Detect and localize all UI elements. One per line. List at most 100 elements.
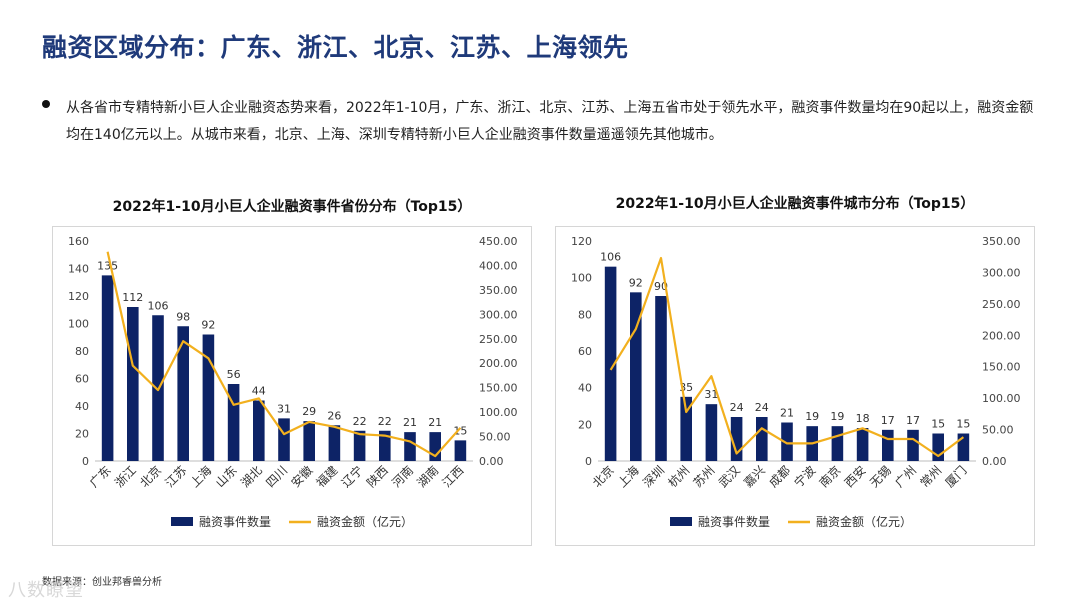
bar-value-label: 21 xyxy=(403,416,417,429)
bar-无锡 xyxy=(882,429,894,461)
x-tick-label-河南: 河南 xyxy=(389,463,417,491)
x-tick-label-广州: 广州 xyxy=(892,463,919,490)
bar-value-label: 17 xyxy=(906,414,920,427)
bullet-dot-icon xyxy=(42,100,50,108)
bar-value-label: 29 xyxy=(302,405,316,418)
bar-浙江 xyxy=(127,307,139,461)
bar-武汉 xyxy=(730,417,743,461)
amount-line xyxy=(609,256,965,458)
y-right-tick-label: 300.00 xyxy=(982,266,1021,279)
bar-value-label: 31 xyxy=(277,402,291,415)
x-tick-label-嘉兴: 嘉兴 xyxy=(741,463,768,490)
bar-西安 xyxy=(856,428,869,461)
x-tick-label-宁波: 宁波 xyxy=(791,463,819,491)
x-tick-label-武汉: 武汉 xyxy=(716,463,743,490)
y-right-tick-label: 300.00 xyxy=(479,308,518,321)
legend-bar-swatch xyxy=(171,517,193,526)
x-tick-label-上海: 上海 xyxy=(614,463,642,491)
y-left-tick-label: 20 xyxy=(75,428,89,441)
y-left-tick-label: 40 xyxy=(578,382,592,395)
province-chart: 0 20 40 60 80 100 120 140 160 0.00 50.00 100.00 150.… xyxy=(68,235,518,529)
x-tick-label-辽宁: 辽宁 xyxy=(338,463,366,491)
bar-苏州 xyxy=(705,404,718,461)
bar-成都 xyxy=(781,422,793,461)
y-right-tick-label: 100.00 xyxy=(479,406,518,419)
x-tick-label-山东: 山东 xyxy=(213,463,240,490)
bar-上海 xyxy=(630,292,642,461)
bar-江苏 xyxy=(177,326,189,461)
x-tick-label-江苏: 江苏 xyxy=(162,463,189,490)
chart-title-city: 2022年1-10月小巨人企业融资事件城市分布（Top15） xyxy=(615,196,975,212)
y-left-tick-label: 60 xyxy=(578,345,592,358)
y-left-tick-label: 80 xyxy=(578,308,592,321)
x-tick-label-北京: 北京 xyxy=(590,463,617,490)
x-tick-label-西安: 西安 xyxy=(841,463,869,491)
data-source-note: 数据来源：创业邦睿兽分析 xyxy=(42,577,162,588)
bar-广州 xyxy=(907,429,919,461)
x-tick-label-厦门: 厦门 xyxy=(942,463,970,491)
y-left-tick-label: 100 xyxy=(68,318,89,331)
bar-value-label: 92 xyxy=(629,276,643,289)
x-tick-label-上海: 上海 xyxy=(187,463,215,491)
y-left-tick-label: 140 xyxy=(68,263,89,276)
x-tick-label-杭州: 杭州 xyxy=(665,463,693,491)
bar-value-label: 15 xyxy=(453,424,467,437)
bar-江西 xyxy=(454,440,467,461)
x-tick-label-陕西: 陕西 xyxy=(363,463,391,491)
y-right-tick-label: 200.00 xyxy=(479,357,518,370)
bar-湖南 xyxy=(429,432,441,461)
bar-value-label: 26 xyxy=(327,409,341,422)
bar-value-label: 112 xyxy=(122,291,143,304)
page-title: 融资区域分布：广东、浙江、北京、江苏、上海领先 xyxy=(42,33,629,62)
y-right-tick-label: 50.00 xyxy=(479,431,511,444)
bar-嘉兴 xyxy=(756,417,768,461)
bar-value-label: 106 xyxy=(600,251,621,264)
bar-南京 xyxy=(831,426,844,461)
chart-panel-city: 0 20 40 60 80 100 120 0.00 50.00 100.00 150.00 200.… xyxy=(555,226,1035,546)
bar-value-label: 24 xyxy=(730,401,744,414)
legend-bar-label: 融资事件数量 xyxy=(199,514,271,529)
bar-山东 xyxy=(227,384,240,461)
y-left-tick-label: 40 xyxy=(75,400,89,413)
y-right-tick-label: 250.00 xyxy=(479,333,518,346)
y-right-tick-label: 450.00 xyxy=(479,235,518,248)
amount-line xyxy=(106,251,462,458)
legend-line-label: 融资金额（亿元） xyxy=(816,514,912,529)
bar-value-label: 44 xyxy=(252,385,266,398)
chart-panel-province: 0 20 40 60 80 100 120 140 160 0.00 50.00 100.00 150.… xyxy=(52,226,532,546)
x-tick-label-安徽: 安徽 xyxy=(288,463,316,491)
bar-安徽 xyxy=(303,421,315,461)
x-tick-label-广东: 广东 xyxy=(87,463,114,490)
y-right-tick-label: 50.00 xyxy=(982,424,1014,437)
y-left-tick-label: 120 xyxy=(571,235,592,248)
y-right-tick-label: 100.00 xyxy=(982,392,1021,405)
bar-福建 xyxy=(328,425,341,461)
y-right-tick-label: 350.00 xyxy=(479,284,518,297)
bar-深圳 xyxy=(655,296,667,461)
y-right-tick-label: 250.00 xyxy=(982,298,1021,311)
bar-value-label: 92 xyxy=(201,319,215,332)
y-right-tick-label: 350.00 xyxy=(982,235,1021,248)
x-tick-label-深圳: 深圳 xyxy=(640,463,667,490)
bar-value-label: 135 xyxy=(97,259,118,272)
summary-text: 从各省市专精特新小巨人企业融资态势来看，2022年1-10月，广东、浙江、北京、… xyxy=(66,100,1034,143)
x-tick-label-南京: 南京 xyxy=(816,463,844,491)
bar-value-label: 22 xyxy=(378,415,392,428)
bar-常州 xyxy=(932,433,944,461)
bar-value-label: 15 xyxy=(956,418,970,431)
bar-value-label: 21 xyxy=(780,407,794,420)
bar-陕西 xyxy=(379,430,391,461)
legend-bar-swatch xyxy=(670,517,692,526)
y-right-tick-label: 150.00 xyxy=(982,361,1021,374)
bar-厦门 xyxy=(957,433,970,461)
x-tick-label-北京: 北京 xyxy=(137,463,164,490)
bar-四川 xyxy=(278,418,290,461)
y-left-tick-label: 60 xyxy=(75,373,89,386)
y-right-tick-label: 200.00 xyxy=(982,329,1021,342)
y-left-tick-label: 0 xyxy=(82,455,89,468)
y-left-tick-label: 120 xyxy=(68,290,89,303)
bar-value-label: 22 xyxy=(353,415,367,428)
bar-value-label: 106 xyxy=(148,299,169,312)
bar-value-label: 56 xyxy=(227,368,241,381)
x-tick-label-成都: 成都 xyxy=(766,463,793,490)
